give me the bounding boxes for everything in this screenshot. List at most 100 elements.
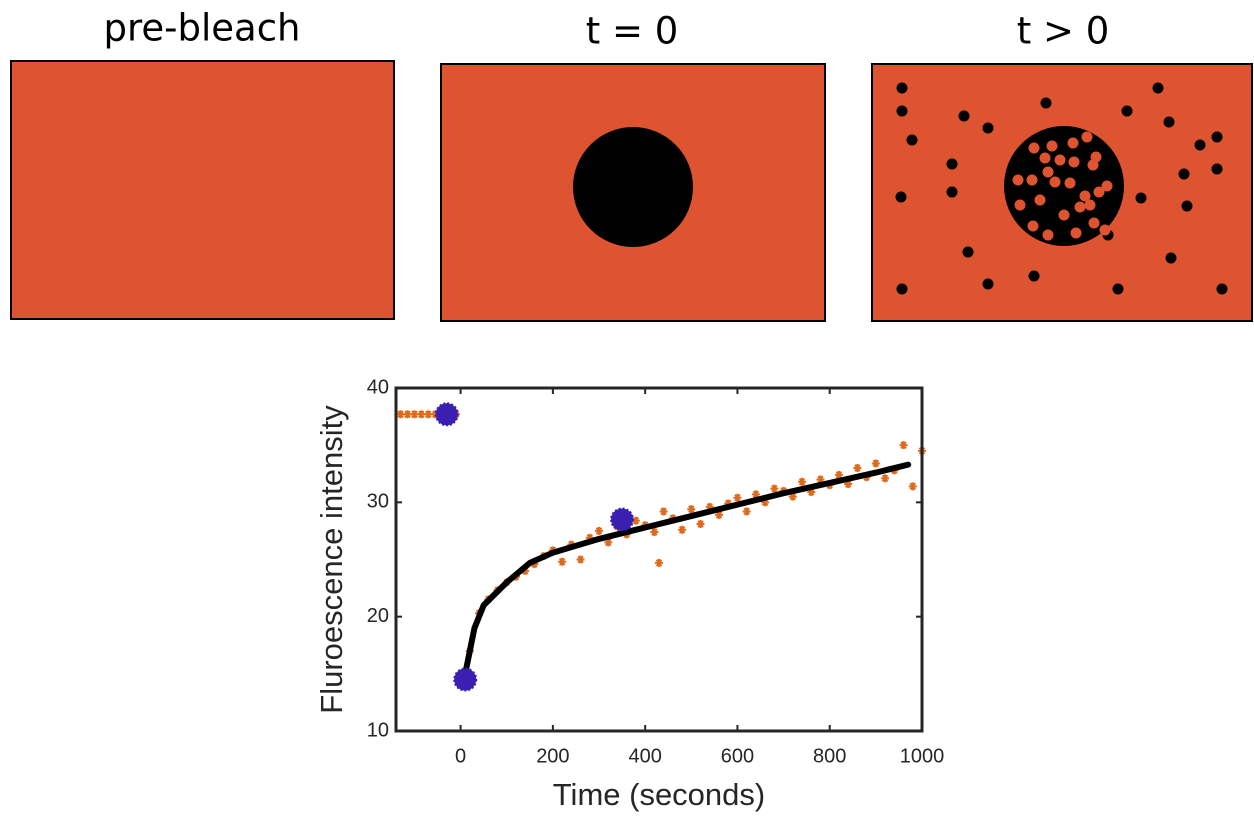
data-point	[558, 557, 567, 566]
molecule	[1216, 283, 1228, 295]
molecule	[982, 278, 994, 290]
molecule	[1121, 105, 1133, 117]
data-point	[770, 484, 779, 493]
molecule	[1194, 139, 1206, 151]
data-point	[899, 441, 908, 450]
molecule	[895, 191, 907, 203]
molecule-inside	[1087, 159, 1099, 171]
data-point	[714, 510, 723, 519]
molecule-inside	[1093, 186, 1105, 198]
molecule-inside	[1081, 131, 1093, 143]
molecule-inside	[1027, 220, 1039, 232]
data-point	[585, 533, 594, 542]
data-point	[733, 493, 742, 502]
chart: 0 200 400 600 800 1000 10 20 30 40 Time (seconds) F…	[314, 376, 944, 812]
molecule-inside	[1058, 209, 1070, 221]
molecule-inside	[1042, 229, 1054, 241]
data-point	[678, 525, 687, 534]
panel-title: pre-bleach	[104, 7, 301, 50]
molecule-inside	[1088, 217, 1100, 229]
molecule	[1135, 192, 1147, 204]
x-tick-label: 1000	[900, 745, 945, 767]
data-point	[604, 538, 613, 547]
data-point	[687, 505, 696, 514]
x-tick-label: 200	[536, 745, 569, 767]
molecule-inside	[1039, 152, 1051, 164]
molecule	[896, 82, 908, 94]
data-point	[844, 480, 853, 489]
molecule	[1178, 168, 1190, 180]
data-point	[576, 555, 585, 564]
molecule-inside	[1084, 199, 1096, 211]
data-point	[650, 528, 659, 537]
molecule-inside	[1074, 201, 1086, 213]
y-tick-label: 20	[367, 605, 389, 627]
molecule-inside	[1026, 174, 1038, 186]
molecule	[906, 134, 918, 146]
molecule-inside	[1099, 224, 1111, 236]
x-axis-label: Time (seconds)	[553, 777, 765, 812]
data-point	[853, 464, 862, 473]
data-point	[417, 410, 426, 419]
y-tick-label: 30	[367, 491, 389, 513]
molecule	[1028, 270, 1040, 282]
molecule-inside	[1068, 156, 1080, 168]
data-point	[655, 558, 663, 567]
molecule-inside	[1070, 227, 1082, 239]
molecule-inside	[1034, 194, 1046, 206]
molecule	[982, 122, 994, 134]
data-point	[742, 507, 751, 516]
data-point	[871, 459, 880, 468]
data-point	[396, 410, 405, 419]
data-point	[595, 526, 604, 535]
y-tick-label: 40	[367, 376, 389, 398]
data-point	[521, 566, 530, 575]
molecule	[1211, 163, 1223, 175]
data-point	[807, 488, 816, 497]
data-point	[424, 410, 433, 419]
molecule-inside	[1079, 190, 1091, 202]
x-tick-label: 800	[813, 745, 846, 767]
data-point	[908, 482, 917, 491]
highlight-point	[453, 667, 478, 692]
data-point	[431, 410, 440, 419]
data-point	[724, 499, 733, 508]
molecule	[1112, 283, 1124, 295]
molecule-inside	[1101, 180, 1113, 192]
molecule	[1211, 131, 1223, 143]
data-point	[705, 502, 714, 511]
panel-title: t = 0	[586, 10, 679, 53]
data-point	[881, 474, 890, 483]
plot-frame	[394, 386, 924, 733]
data-point	[816, 475, 825, 484]
y-tick-label: 10	[367, 719, 389, 741]
x-tick-label: 400	[628, 745, 661, 767]
data-point	[631, 516, 640, 525]
molecule-inside	[1028, 142, 1040, 154]
molecule-inside	[1046, 140, 1058, 152]
data-point	[788, 492, 797, 501]
molecule	[1163, 116, 1175, 128]
molecule	[1181, 200, 1193, 212]
x-tick-label: 0	[455, 745, 466, 767]
molecule-inside	[1054, 154, 1066, 166]
x-tick-label: 600	[721, 745, 754, 767]
molecule	[1152, 82, 1164, 94]
molecules	[895, 82, 1228, 295]
molecule	[962, 246, 974, 258]
molecule	[896, 105, 908, 117]
fit-line	[462, 461, 912, 677]
molecule	[1165, 252, 1177, 264]
panel-prebleach	[10, 60, 395, 320]
data-point	[751, 490, 760, 499]
molecule	[946, 186, 958, 198]
data-point	[659, 507, 668, 516]
molecule-inside	[1067, 137, 1079, 149]
molecule-inside	[1049, 176, 1061, 188]
data-point	[403, 410, 412, 419]
data-point	[798, 477, 807, 486]
bleach-spot	[573, 127, 693, 247]
molecule	[946, 158, 958, 170]
molecule-inside	[1012, 174, 1024, 186]
